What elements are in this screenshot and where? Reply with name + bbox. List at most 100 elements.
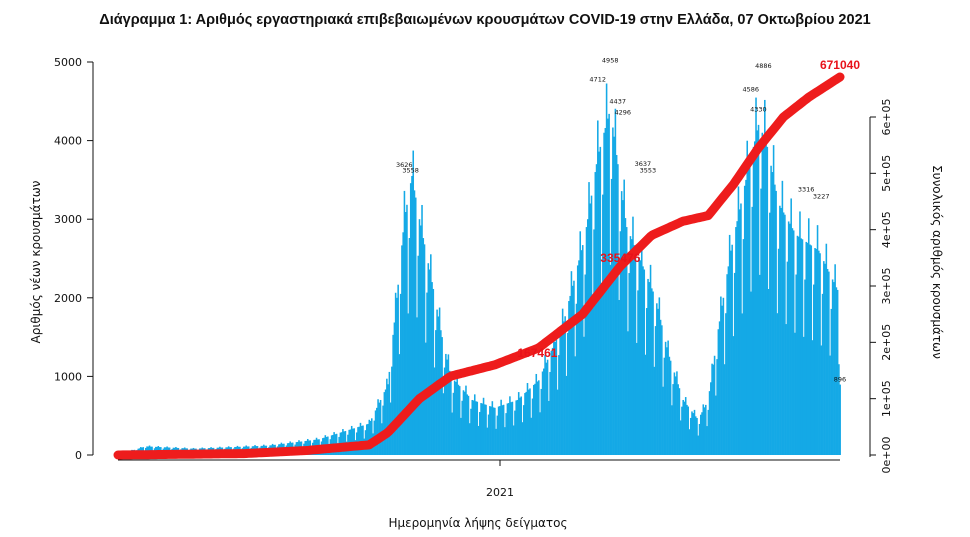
daily-bar [730, 250, 732, 455]
daily-bar [805, 241, 808, 455]
daily-bar [767, 289, 770, 455]
x-axis-ticks: 2021 [486, 460, 514, 499]
daily-bar [409, 183, 412, 455]
daily-bar [453, 380, 456, 455]
daily-bar [476, 401, 479, 455]
daily-bar [775, 190, 777, 455]
daily-bar [745, 179, 747, 455]
daily-bar [598, 151, 600, 455]
daily-bar [473, 394, 476, 455]
daily-bar [406, 204, 408, 455]
daily-bar [643, 269, 646, 455]
daily-bar [402, 232, 404, 455]
daily-bar [369, 420, 372, 455]
daily-bar [519, 397, 521, 455]
daily-bar [713, 355, 716, 455]
daily-bar [752, 146, 755, 455]
daily-bar [368, 419, 371, 455]
daily-bar [435, 330, 437, 455]
daily-bar [757, 124, 760, 455]
daily-bar [664, 341, 667, 455]
daily-bar [682, 399, 684, 455]
daily-bar [443, 367, 446, 455]
bar-value-label: 4437 [609, 97, 626, 105]
daily-bar [594, 172, 597, 456]
daily-bar [365, 424, 368, 455]
daily-bar [732, 336, 735, 455]
y2-axis-label: Συνολικός αριθμός κρουσμάτων [930, 165, 944, 359]
daily-bar [486, 427, 489, 455]
daily-bar [393, 322, 396, 455]
daily-bar [789, 223, 791, 455]
daily-bar [610, 178, 613, 455]
x-axis-label: Ημερομηνία λήψης δείγματος [388, 516, 567, 530]
daily-bar [504, 427, 506, 455]
daily-bar [376, 407, 378, 455]
cumulative-annotation: 671040 [820, 58, 860, 72]
daily-bar [401, 245, 403, 455]
daily-bar [515, 400, 517, 455]
daily-bar [810, 245, 813, 455]
daily-bar [561, 308, 564, 455]
daily-bar [374, 410, 377, 455]
daily-bar [384, 389, 387, 455]
daily-bar [461, 400, 463, 455]
daily-bar [595, 164, 598, 455]
daily-bar [705, 404, 707, 455]
daily-bar [398, 354, 401, 455]
daily-bar [795, 274, 797, 455]
daily-bar [833, 282, 835, 455]
daily-bar [362, 425, 364, 455]
daily-bar [676, 371, 678, 455]
y-tick-label: 3000 [54, 213, 82, 226]
daily-bar [558, 355, 560, 455]
daily-bar [564, 316, 566, 455]
daily-bar [635, 342, 638, 455]
y2-tick-label: 0e+00 [880, 437, 893, 474]
daily-bar [549, 372, 551, 455]
y-tick-label: 4000 [54, 135, 82, 148]
daily-bar [639, 260, 642, 455]
daily-bar [490, 406, 492, 455]
daily-bar [633, 245, 636, 455]
daily-bar [499, 406, 501, 455]
daily-bar [532, 384, 535, 455]
cumulative-annotation: 167461 [517, 346, 557, 360]
daily-bar [652, 291, 654, 455]
daily-bar [418, 219, 421, 455]
daily-bar [531, 398, 534, 455]
bar-value-label: 896 [834, 376, 846, 384]
daily-bar [792, 230, 795, 455]
daily-bar [394, 292, 397, 455]
daily-bar [404, 212, 407, 455]
daily-bar [814, 248, 816, 455]
daily-bar [371, 418, 373, 455]
daily-bar [816, 225, 819, 455]
daily-bar [571, 285, 574, 455]
daily-bar [521, 422, 524, 455]
daily-bar [687, 406, 689, 455]
daily-bar [718, 321, 721, 455]
daily-bar [771, 172, 774, 456]
daily-bar [419, 225, 422, 455]
daily-bar [830, 308, 833, 455]
daily-bar [559, 330, 561, 455]
daily-bar [835, 287, 838, 455]
daily-bar [566, 332, 569, 455]
daily-bar [563, 321, 565, 455]
daily-bar [742, 239, 745, 455]
daily-bar [677, 384, 679, 455]
daily-bar [584, 274, 587, 455]
daily-bar [693, 409, 696, 455]
daily-bar [534, 383, 536, 455]
daily-bar [638, 257, 641, 455]
daily-bar [433, 367, 436, 455]
daily-bar [593, 229, 595, 455]
daily-bar [782, 212, 785, 455]
daily-bar [646, 308, 648, 455]
y-tick-label: 2000 [54, 292, 82, 305]
daily-bar [427, 263, 430, 455]
daily-bar [447, 354, 450, 455]
daily-bar [669, 360, 672, 455]
daily-bar [712, 364, 715, 455]
